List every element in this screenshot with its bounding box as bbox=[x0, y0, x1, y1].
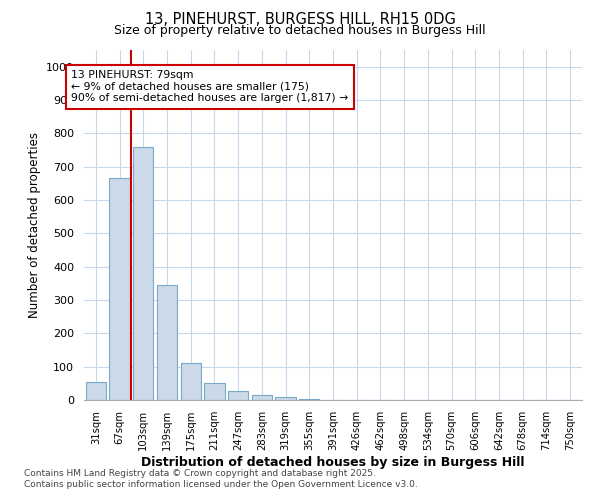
Text: 13, PINEHURST, BURGESS HILL, RH15 0DG: 13, PINEHURST, BURGESS HILL, RH15 0DG bbox=[145, 12, 455, 28]
Bar bbox=[157, 285, 177, 400]
Text: 13 PINEHURST: 79sqm
← 9% of detached houses are smaller (175)
90% of semi-detach: 13 PINEHURST: 79sqm ← 9% of detached hou… bbox=[71, 70, 349, 103]
Bar bbox=[252, 395, 272, 400]
Text: Contains HM Land Registry data © Crown copyright and database right 2025.: Contains HM Land Registry data © Crown c… bbox=[24, 468, 376, 477]
Bar bbox=[109, 178, 130, 400]
X-axis label: Distribution of detached houses by size in Burgess Hill: Distribution of detached houses by size … bbox=[141, 456, 525, 468]
Bar bbox=[86, 382, 106, 400]
Text: Contains public sector information licensed under the Open Government Licence v3: Contains public sector information licen… bbox=[24, 480, 418, 489]
Bar bbox=[275, 398, 296, 400]
Text: Size of property relative to detached houses in Burgess Hill: Size of property relative to detached ho… bbox=[114, 24, 486, 37]
Bar bbox=[133, 146, 154, 400]
Y-axis label: Number of detached properties: Number of detached properties bbox=[28, 132, 41, 318]
Bar bbox=[205, 384, 224, 400]
Bar bbox=[228, 390, 248, 400]
Bar bbox=[181, 364, 201, 400]
